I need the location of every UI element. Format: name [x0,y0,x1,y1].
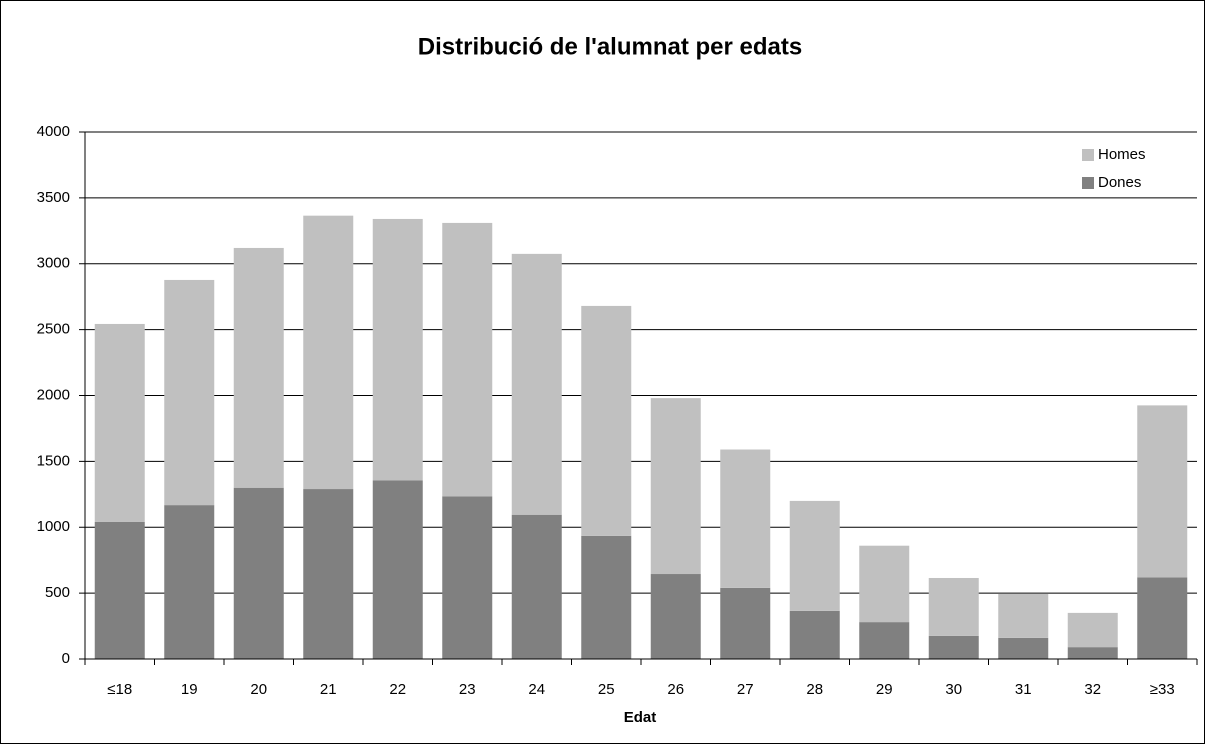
x-tick-label: 32 [1084,681,1101,698]
x-tick-label: 19 [181,681,198,698]
bar-segment [859,545,910,623]
bar-segment [164,505,215,659]
bar-segment [1137,405,1188,578]
bar-segment [928,635,979,659]
bar-segment [859,622,910,659]
x-tick-label: 21 [320,681,337,698]
x-tick-label: 27 [737,681,754,698]
bar-segment [442,222,493,497]
chart-title: Distribució de l'alumnat per edats [418,33,802,60]
bar-segment [511,253,562,515]
bar-segment [928,577,979,636]
bar-segment [720,449,771,588]
x-tick-label: 28 [806,681,823,698]
bar-segment [581,535,632,659]
y-tick-label: 4000 [37,123,70,140]
bar-segment [94,323,145,522]
bar-segment [650,574,701,659]
y-tick-label: 3500 [37,189,70,206]
legend-swatch [1082,149,1094,161]
bar-segment [233,487,284,659]
bar-segment [164,279,215,506]
bar-segment [442,496,493,659]
bar-segment [233,247,284,488]
bar-segment [303,215,354,490]
legend-swatch [1082,177,1094,189]
x-tick-label: 30 [945,681,962,698]
y-tick-label: 2000 [37,386,70,403]
bar-segment [1067,612,1118,648]
x-tick-label: 23 [459,681,476,698]
x-tick-label: 24 [528,681,545,698]
y-tick-label: 3000 [37,255,70,272]
bar-segment [789,610,840,659]
legend-label: Homes [1098,146,1146,163]
bar-segment [998,593,1049,638]
bar-segment [372,480,423,659]
legend-label: Dones [1098,174,1141,191]
x-tick-label: 22 [389,681,406,698]
x-tick-label: 25 [598,681,615,698]
y-tick-label: 2500 [37,321,70,338]
bar-segment [789,500,840,611]
x-tick-label: ≤18 [107,681,132,698]
bar-segment [581,305,632,536]
bar-segment [650,398,701,575]
bar-segment [1137,577,1188,659]
x-tick-label: 20 [250,681,267,698]
bar-segment [94,521,145,659]
x-tick-label: ≥33 [1150,681,1175,698]
bar-segment [303,489,354,659]
y-tick-label: 1000 [37,518,70,535]
bar-segment [1067,647,1118,659]
y-tick-label: 0 [62,650,70,667]
y-tick-label: 1500 [37,452,70,469]
bar-segment [511,514,562,659]
x-tick-label: 31 [1015,681,1032,698]
x-tick-label: 29 [876,681,893,698]
bar-segment [372,218,423,481]
x-axis-label: Edat [624,709,657,726]
y-tick-label: 500 [45,584,70,601]
x-tick-label: 26 [667,681,684,698]
bar-segment [998,637,1049,659]
bar-segment [720,587,771,659]
